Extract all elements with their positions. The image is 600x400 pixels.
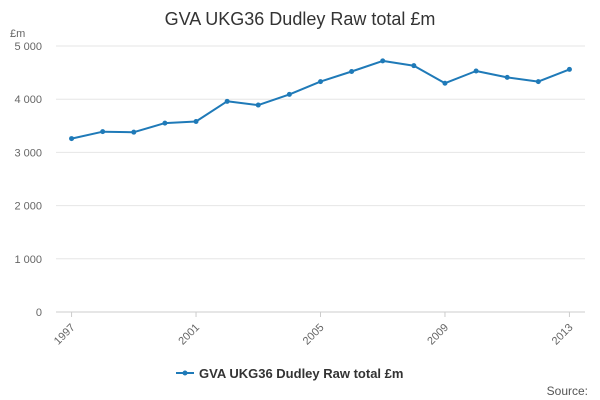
data-point-1999[interactable] — [131, 129, 137, 135]
data-point-2005[interactable] — [318, 79, 323, 85]
y-tick-label: 2 000 — [14, 201, 42, 213]
data-point-2000[interactable] — [162, 120, 168, 126]
data-point-2013[interactable] — [566, 66, 572, 72]
y-tick-label: 1 000 — [14, 254, 42, 266]
data-point-2006[interactable] — [349, 69, 355, 75]
data-point-2002[interactable] — [224, 98, 230, 104]
x-tick-label: 2009 — [425, 322, 451, 348]
y-tick-label: 3 000 — [14, 147, 42, 159]
source-label: Source: — [547, 384, 588, 398]
data-point-2010[interactable] — [473, 68, 479, 74]
series-layer — [69, 58, 572, 142]
data-point-2003[interactable] — [255, 102, 261, 108]
data-point-2012[interactable] — [535, 79, 541, 85]
data-point-2008[interactable] — [411, 63, 417, 69]
data-point-2007[interactable] — [380, 58, 386, 64]
y-tick-label: 5 000 — [14, 41, 42, 53]
x-tick-label: 2005 — [301, 322, 327, 348]
data-point-2001[interactable] — [193, 119, 199, 125]
x-tick-label: 2013 — [550, 322, 576, 348]
legend-label: GVA UKG36 Dudley Raw total £m — [199, 366, 403, 381]
data-point-2009[interactable] — [442, 80, 448, 86]
x-tick-label: 2001 — [176, 322, 202, 348]
x-tick-label: 1997 — [52, 322, 78, 348]
y-tick-label: 4 000 — [14, 94, 42, 106]
x-axis-ticks: 1997 2001 2005 2009 2013 — [52, 312, 576, 347]
y-tick-label: 0 — [36, 307, 42, 319]
data-point-1997[interactable] — [69, 136, 75, 142]
y-axis-unit: £m — [10, 28, 25, 40]
grid-lines — [56, 45, 585, 313]
series-line — [71, 59, 570, 140]
legend-point-marker — [182, 370, 188, 376]
chart-title: GVA UKG36 Dudley Raw total £m — [165, 9, 436, 29]
data-point-2011[interactable] — [504, 74, 510, 80]
data-point-1998[interactable] — [100, 129, 106, 135]
legend[interactable]: GVA UKG36 Dudley Raw total £m — [176, 366, 403, 381]
data-point-2004[interactable] — [286, 91, 292, 97]
y-axis-ticks: 0 1 000 2 000 3 000 4 000 5 000 — [14, 41, 42, 319]
